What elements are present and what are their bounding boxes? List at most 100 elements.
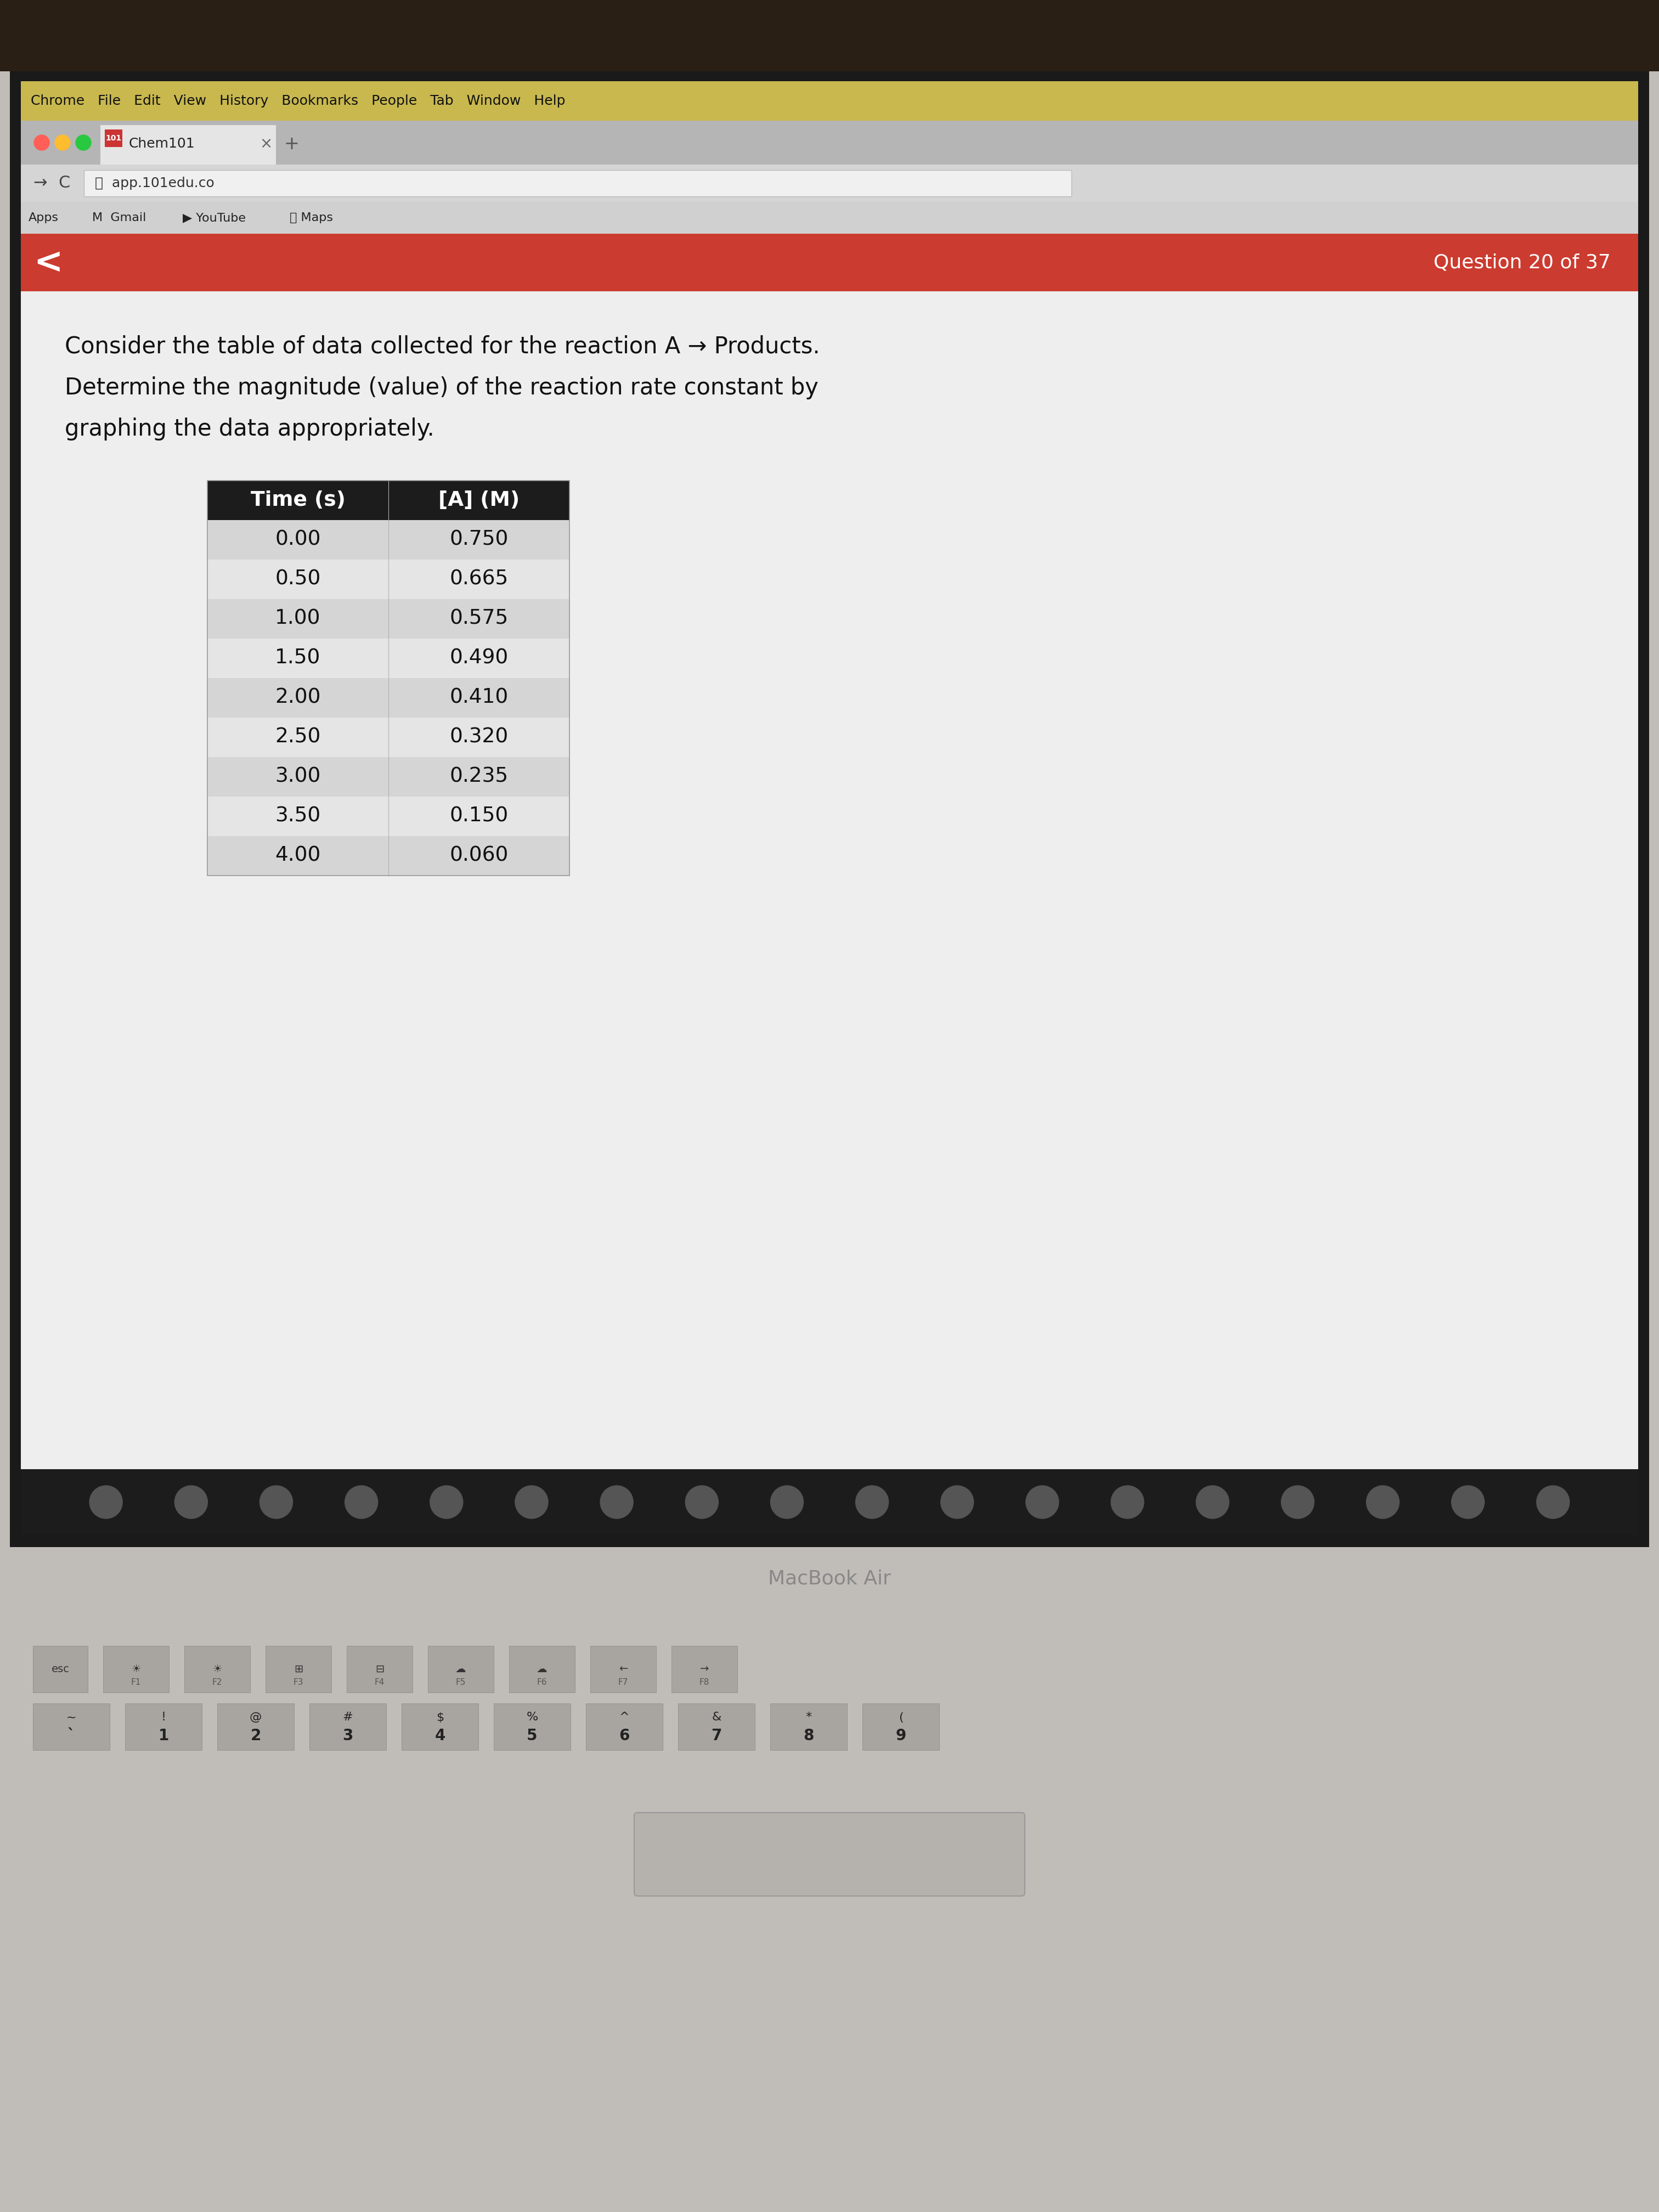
Text: 8: 8	[803, 1728, 815, 1743]
Circle shape	[430, 1486, 463, 1520]
Text: 7: 7	[712, 1728, 722, 1743]
Text: →: →	[33, 175, 46, 190]
Bar	[494, 1703, 571, 1750]
Text: Question 20 of 37: Question 20 of 37	[1433, 252, 1611, 272]
Text: @: @	[249, 1712, 262, 1723]
Text: 🔒  app.101edu.co: 🔒 app.101edu.co	[95, 177, 214, 190]
Bar	[679, 1703, 755, 1750]
Text: 1.00: 1.00	[275, 608, 320, 628]
Text: F7: F7	[619, 1679, 629, 1686]
Bar	[217, 1703, 294, 1750]
Circle shape	[1196, 1486, 1229, 1520]
Bar	[591, 1646, 657, 1692]
Text: 1: 1	[158, 1728, 169, 1743]
Bar	[770, 1703, 848, 1750]
Text: M  Gmail: M Gmail	[93, 212, 146, 223]
Bar	[22, 201, 1637, 234]
Text: &: &	[712, 1712, 722, 1723]
Text: 0.235: 0.235	[450, 768, 508, 787]
Text: `: `	[68, 1728, 75, 1743]
Circle shape	[770, 1486, 803, 1520]
Text: $: $	[436, 1712, 445, 1723]
Bar	[207, 599, 569, 639]
Bar	[22, 82, 1637, 122]
Text: 0.50: 0.50	[275, 568, 320, 588]
Bar	[22, 234, 1637, 292]
Text: %: %	[526, 1712, 538, 1723]
Bar	[0, 0, 1659, 71]
Text: 🗺 Maps: 🗺 Maps	[290, 212, 333, 223]
Bar	[207, 717, 569, 757]
Text: 0.410: 0.410	[450, 688, 508, 708]
Bar	[401, 1703, 478, 1750]
Text: ⊟: ⊟	[375, 1663, 385, 1674]
Bar	[207, 639, 569, 679]
Text: ^: ^	[619, 1712, 629, 1723]
Bar	[22, 1469, 1637, 1535]
Text: ×: ×	[260, 137, 272, 150]
Bar	[85, 170, 1072, 197]
Circle shape	[1025, 1486, 1058, 1520]
Text: 2.50: 2.50	[275, 728, 320, 748]
Text: F8: F8	[700, 1679, 710, 1686]
Circle shape	[856, 1486, 889, 1520]
Bar	[207, 480, 569, 876]
Bar	[347, 1646, 413, 1692]
Text: F2: F2	[212, 1679, 222, 1686]
Circle shape	[1367, 1486, 1399, 1520]
Circle shape	[55, 135, 70, 150]
Text: 4.00: 4.00	[275, 845, 320, 865]
FancyBboxPatch shape	[634, 1812, 1025, 1896]
Text: <: <	[33, 246, 63, 279]
Text: 101: 101	[106, 135, 121, 142]
Circle shape	[601, 1486, 634, 1520]
Bar	[509, 1646, 576, 1692]
Bar	[33, 1646, 88, 1692]
Circle shape	[35, 135, 50, 150]
Text: +: +	[284, 135, 299, 153]
Bar	[103, 1646, 169, 1692]
Text: Time (s): Time (s)	[251, 491, 345, 511]
Text: *: *	[806, 1712, 811, 1723]
Bar	[207, 796, 569, 836]
Text: 2.00: 2.00	[275, 688, 320, 708]
Text: 3.50: 3.50	[275, 807, 320, 827]
Text: F3: F3	[294, 1679, 304, 1686]
Text: esc: esc	[51, 1663, 70, 1674]
Text: ☀: ☀	[131, 1663, 141, 1674]
Text: C: C	[58, 175, 70, 190]
Bar	[207, 480, 569, 520]
Text: F1: F1	[131, 1679, 141, 1686]
Bar	[184, 1646, 251, 1692]
Text: 3.00: 3.00	[275, 768, 320, 787]
Text: 0.00: 0.00	[275, 531, 320, 551]
Text: 0.150: 0.150	[450, 807, 508, 827]
Text: [A] (M): [A] (M)	[438, 491, 519, 511]
Text: 1.50: 1.50	[275, 648, 320, 668]
Text: ⊞: ⊞	[294, 1663, 304, 1674]
Bar	[207, 520, 569, 560]
Text: Determine the magnitude (value) of the reaction rate constant by: Determine the magnitude (value) of the r…	[65, 376, 818, 400]
Text: 6: 6	[619, 1728, 630, 1743]
Text: →: →	[700, 1663, 708, 1674]
Text: Chrome   File   Edit   View   History   Bookmarks   People   Tab   Window   Help: Chrome File Edit View History Bookmarks …	[32, 95, 566, 108]
Bar	[101, 126, 275, 164]
Text: !: !	[161, 1712, 166, 1723]
Text: 5: 5	[528, 1728, 538, 1743]
Circle shape	[90, 1486, 123, 1520]
Text: Chem101: Chem101	[129, 137, 196, 150]
Circle shape	[174, 1486, 207, 1520]
Text: 3: 3	[342, 1728, 353, 1743]
Bar	[22, 82, 1637, 1535]
Text: 0.060: 0.060	[450, 845, 508, 865]
Bar	[22, 122, 1637, 164]
Circle shape	[1536, 1486, 1569, 1520]
Circle shape	[514, 1486, 547, 1520]
Circle shape	[1112, 1486, 1145, 1520]
Bar	[310, 1703, 387, 1750]
Bar	[124, 1703, 202, 1750]
Text: ←: ←	[619, 1663, 627, 1674]
Bar	[22, 292, 1637, 1469]
Text: 0.490: 0.490	[450, 648, 508, 668]
Text: ☁: ☁	[456, 1663, 466, 1674]
